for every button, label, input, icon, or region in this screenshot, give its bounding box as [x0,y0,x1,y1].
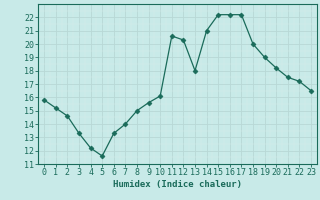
X-axis label: Humidex (Indice chaleur): Humidex (Indice chaleur) [113,180,242,189]
